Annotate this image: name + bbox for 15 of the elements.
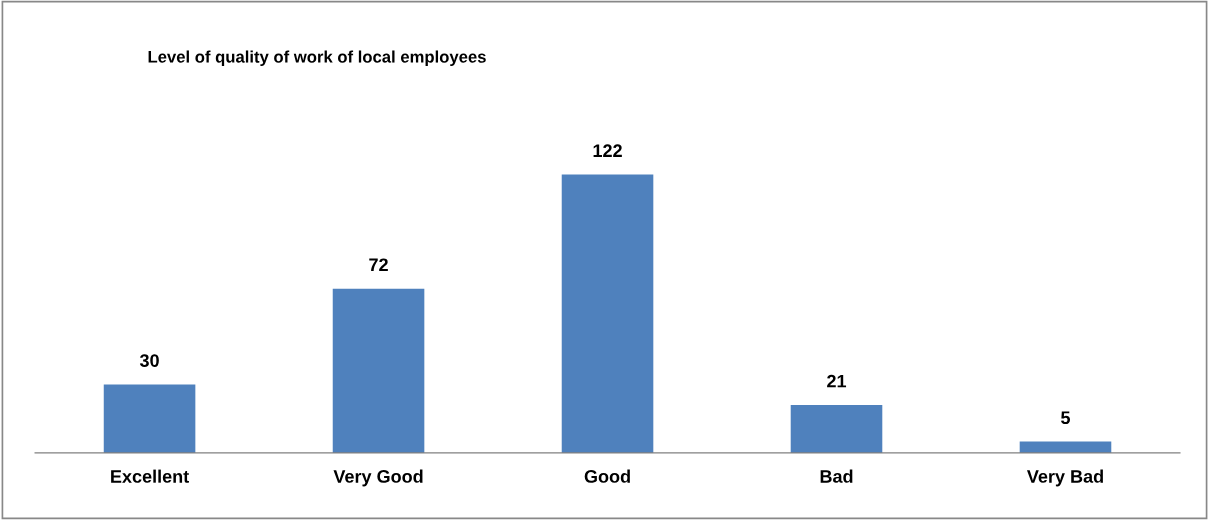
bar: [332, 288, 425, 453]
data-label: 5: [1061, 411, 1071, 425]
bar: [103, 384, 196, 453]
data-label: 30: [139, 354, 159, 368]
data-label: 21: [827, 374, 847, 388]
x-tick-label: Bad: [820, 469, 853, 483]
x-tick-label: Excellent: [111, 469, 189, 483]
data-label: 72: [369, 258, 388, 271]
chart-title: Level of quality of work of local employees: [148, 50, 486, 67]
x-tick-label: Very Good: [333, 469, 423, 487]
data-label: 122: [593, 144, 622, 157]
bar: [790, 405, 883, 453]
bar: [561, 174, 654, 453]
x-tick-label: Very Bad: [1026, 469, 1103, 487]
x-tick-label: Good: [584, 469, 630, 483]
